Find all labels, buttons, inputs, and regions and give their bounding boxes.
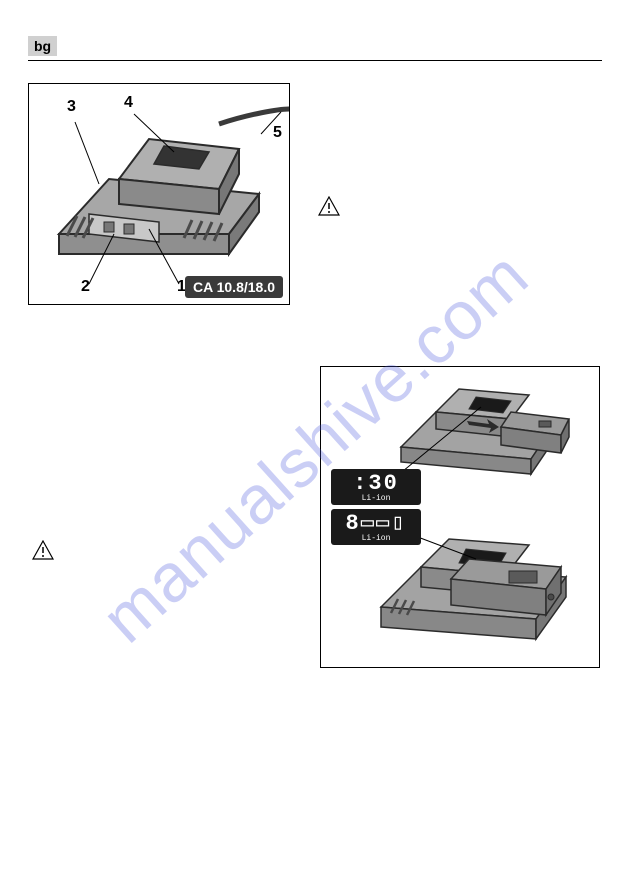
callout-3: 3 (67, 98, 76, 116)
figure-charger-states: :30 Li-ion 8▭▭▯ Li-ion (320, 366, 600, 668)
lcd-value: 8▭▭▯ (341, 513, 411, 535)
callout-5: 5 (273, 124, 282, 142)
lcd-subtext: Li-ion (341, 535, 411, 543)
warning-icon (32, 540, 54, 566)
language-tag: bg (28, 36, 57, 56)
lcd-subtext: Li-ion (341, 495, 411, 503)
lcd-value: :30 (341, 473, 411, 495)
lcd-readout-battery: 8▭▭▯ Li-ion (331, 509, 421, 545)
warning-icon (318, 196, 340, 222)
figure-charger-labeled: 3 4 5 2 1 CA 10.8/18.0 (28, 83, 290, 305)
callout-2: 2 (81, 278, 90, 296)
header-rule (28, 60, 602, 61)
lcd-readout-time: :30 Li-ion (331, 469, 421, 505)
callout-4: 4 (124, 94, 133, 112)
charger-illustration (29, 84, 289, 304)
model-label-plate: CA 10.8/18.0 (185, 276, 283, 298)
